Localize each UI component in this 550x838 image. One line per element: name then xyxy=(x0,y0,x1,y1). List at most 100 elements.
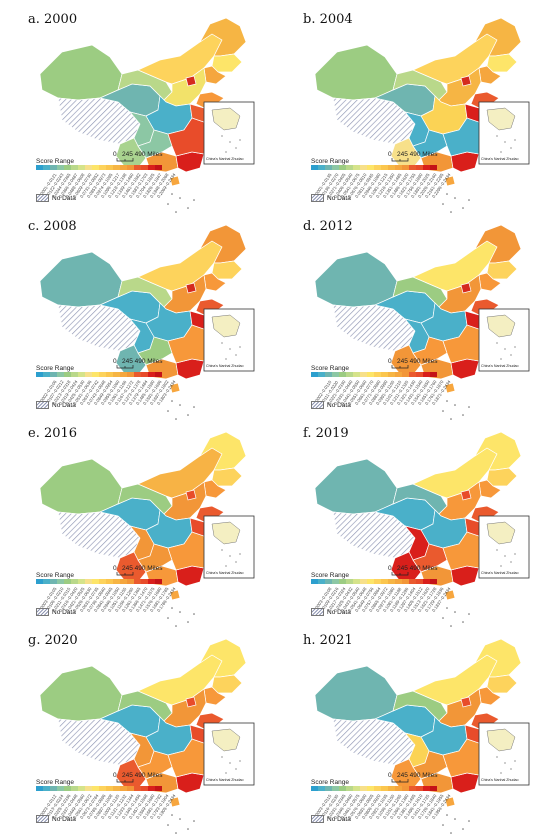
scale-zero: 0 xyxy=(388,151,392,158)
scale-zero: 0 xyxy=(388,358,392,365)
china-map: China's Nanhai Zhudao xyxy=(36,224,255,420)
legend-swatch xyxy=(339,786,346,791)
legend-swatch xyxy=(360,165,367,170)
china-map: China's Nanhai Zhudao xyxy=(311,17,530,213)
panel-title: f. 2019 xyxy=(303,426,349,441)
legend-title: Score Range xyxy=(36,779,74,786)
china-map: China's Nanhai Zhudao xyxy=(36,17,255,213)
hatch-swatch xyxy=(36,815,49,823)
legend-swatch xyxy=(374,165,381,170)
legend-swatch xyxy=(141,786,148,791)
region-jilin xyxy=(211,53,243,73)
region-yunnan xyxy=(390,551,422,583)
legend-swatch xyxy=(36,165,43,170)
legend-swatch xyxy=(127,579,134,584)
region-beijing xyxy=(460,75,472,87)
legend-swatch xyxy=(388,372,395,377)
no-data-legend: No Data xyxy=(36,401,76,409)
legend-swatch xyxy=(36,372,43,377)
region-yunnan xyxy=(115,344,147,376)
legend-swatch xyxy=(92,372,99,377)
inset-label: China's Nanhai Zhudao xyxy=(206,364,243,368)
legend-title: Score Range xyxy=(36,158,74,165)
region-guizhou xyxy=(412,129,448,159)
nanhai-inset: China's Nanhai Zhudao xyxy=(478,308,530,372)
legend-swatch xyxy=(409,165,416,170)
map-panel: g. 2020 China's Nanhai Zhudao 0 245 490 Mil… xyxy=(0,621,270,834)
legend-swatch xyxy=(57,165,64,170)
legend-swatch xyxy=(64,372,71,377)
legend-swatch xyxy=(381,165,388,170)
legend-swatch xyxy=(325,165,332,170)
legend-colorbar xyxy=(36,786,162,791)
no-data-label: No Data xyxy=(327,401,351,409)
region-jilin xyxy=(211,260,243,280)
scale-label: 245 490 Miles xyxy=(397,358,438,365)
inset-label: China's Nanhai Zhudao xyxy=(206,778,243,782)
legend-colorbar xyxy=(311,165,437,170)
region-jilin xyxy=(486,53,518,73)
region-hainan xyxy=(444,796,456,808)
legend-swatch xyxy=(36,579,43,584)
legend-swatch xyxy=(381,372,388,377)
scale-zero: 0 xyxy=(388,565,392,572)
scale-bar xyxy=(391,572,409,576)
legend-swatch xyxy=(423,579,430,584)
region-xinjiang xyxy=(314,44,398,101)
legend-swatch xyxy=(50,165,57,170)
legend-swatch xyxy=(127,372,134,377)
legend-swatch xyxy=(318,786,325,791)
legend-swatch xyxy=(430,372,437,377)
legend-swatch xyxy=(360,786,367,791)
hatch-swatch xyxy=(311,815,324,823)
no-data-legend: No Data xyxy=(311,608,351,616)
legend-swatch xyxy=(395,786,402,791)
legend-swatch xyxy=(416,579,423,584)
legend-swatch xyxy=(430,579,437,584)
no-data-legend: No Data xyxy=(36,194,76,202)
legend-swatch xyxy=(85,786,92,791)
legend-swatch xyxy=(374,372,381,377)
region-jilin xyxy=(486,467,518,487)
region-yunnan xyxy=(115,137,147,169)
scale-bar xyxy=(116,572,134,576)
legend-swatch xyxy=(92,786,99,791)
region-beijing xyxy=(185,696,197,708)
nanhai-inset: China's Nanhai Zhudao xyxy=(203,308,255,372)
legend-swatch xyxy=(50,579,57,584)
panel-title: b. 2004 xyxy=(303,12,353,27)
region-guizhou xyxy=(137,750,173,780)
nanhai-inset: China's Nanhai Zhudao xyxy=(203,722,255,786)
no-data-legend: No Data xyxy=(36,815,76,823)
inset-label: China's Nanhai Zhudao xyxy=(206,571,243,575)
inset-label: China's Nanhai Zhudao xyxy=(481,571,518,575)
legend-swatch xyxy=(339,579,346,584)
scale-bar xyxy=(116,158,134,162)
legend-swatch xyxy=(332,372,339,377)
legend-swatch xyxy=(155,579,162,584)
legend-swatch xyxy=(141,165,148,170)
legend-swatch xyxy=(43,165,50,170)
region-beijing xyxy=(185,75,197,87)
legend-swatch xyxy=(50,786,57,791)
legend-swatch xyxy=(353,579,360,584)
legend-swatch xyxy=(360,372,367,377)
south-islands xyxy=(167,193,195,213)
map-panel: c. 2008 China's Nanhai Zhudao 0 245 490 Mil… xyxy=(0,207,270,420)
panel-title: g. 2020 xyxy=(28,633,78,648)
legend-swatch xyxy=(423,165,430,170)
legend-swatch xyxy=(134,786,141,791)
panel-title: d. 2012 xyxy=(303,219,353,234)
legend-swatch xyxy=(148,372,155,377)
no-data-label: No Data xyxy=(52,815,76,823)
hatch-swatch xyxy=(36,401,49,409)
legend-swatch xyxy=(92,165,99,170)
legend-colorbar xyxy=(36,165,162,170)
inset-label: China's Nanhai Zhudao xyxy=(206,157,243,161)
legend-swatch xyxy=(339,372,346,377)
legend-swatch xyxy=(99,165,106,170)
no-data-legend: No Data xyxy=(311,815,351,823)
legend-swatch xyxy=(360,579,367,584)
legend-swatch xyxy=(423,786,430,791)
legend-swatch xyxy=(318,372,325,377)
